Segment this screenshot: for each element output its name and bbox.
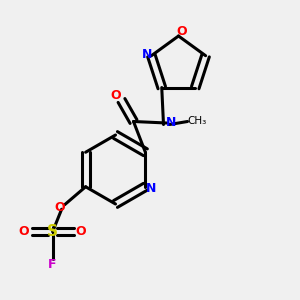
Text: N: N	[166, 116, 176, 130]
Text: O: O	[19, 225, 29, 238]
Text: N: N	[146, 182, 157, 195]
Text: O: O	[55, 201, 65, 214]
Text: N: N	[142, 48, 152, 61]
Text: S: S	[47, 224, 58, 239]
Text: F: F	[48, 258, 57, 271]
Text: O: O	[76, 225, 86, 238]
Text: O: O	[176, 25, 187, 38]
Text: CH₃: CH₃	[187, 116, 206, 127]
Text: O: O	[110, 89, 121, 103]
